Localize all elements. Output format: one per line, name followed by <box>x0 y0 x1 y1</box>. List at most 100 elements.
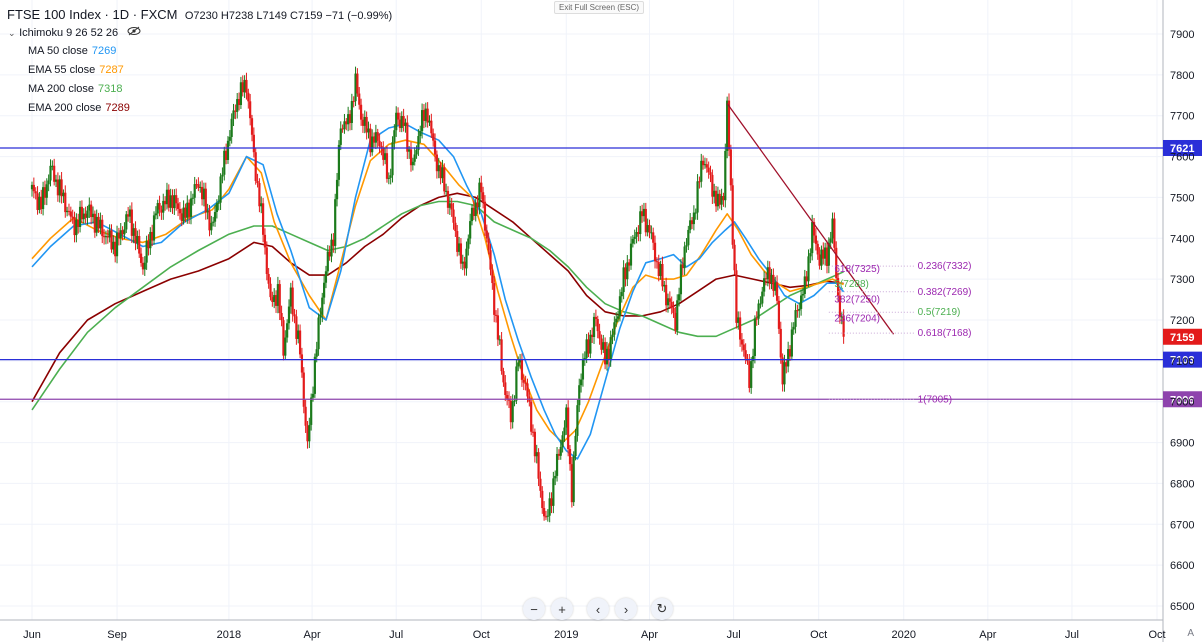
candle-body <box>642 208 646 217</box>
candle-body <box>485 230 488 239</box>
candle-body <box>711 174 714 197</box>
candle-body <box>66 210 69 213</box>
indicator-ichimoku[interactable]: ⌄ Ichimoku 9 26 52 26 <box>8 26 141 39</box>
price-axis[interactable]: 7621 7103 7006 7159 6500 6600 6700 6800 6900 7000… <box>1163 29 1202 613</box>
candle-body <box>210 222 213 231</box>
candle-body <box>134 228 137 244</box>
indicator-ema55[interactable]: EMA 55 close 7287 <box>28 64 124 76</box>
candle-body <box>193 184 196 198</box>
candle-body <box>537 452 540 479</box>
candle-body <box>67 210 71 212</box>
candle-body <box>280 312 283 321</box>
candles <box>30 66 845 523</box>
candle-body <box>391 142 394 176</box>
reset-chart-button[interactable]: ↻ <box>651 598 673 620</box>
candle-body <box>757 303 760 319</box>
candle-body <box>38 196 41 210</box>
candle-body <box>751 356 755 362</box>
zoom-out-button[interactable]: − <box>523 598 545 620</box>
candle-body <box>97 216 100 229</box>
indicator-ma50[interactable]: MA 50 close 7269 <box>28 45 116 57</box>
candle-body <box>579 379 583 386</box>
candle-body <box>798 308 801 311</box>
candle-body <box>127 214 130 217</box>
eye-hidden-icon[interactable] <box>127 26 141 39</box>
candle-body <box>807 256 810 282</box>
time-tick-label: 2019 <box>554 629 578 641</box>
candle-body <box>171 195 174 209</box>
time-axis[interactable]: Jun Sep 2018 Apr Jul Oct 2019 Apr Jul Oct 2020 Apr J… <box>23 629 1165 641</box>
candle-body <box>191 197 194 199</box>
candle-body <box>348 114 352 124</box>
candle-body <box>581 359 585 380</box>
candle-body <box>409 149 413 166</box>
candle-body <box>665 284 668 306</box>
candle-body <box>439 165 442 179</box>
candle-body <box>435 154 438 172</box>
candle-body <box>609 337 612 360</box>
candle-body <box>766 267 769 280</box>
scroll-back-button[interactable]: ‹ <box>587 598 609 620</box>
candle-body <box>247 92 250 102</box>
candle-body <box>454 222 457 232</box>
candle-body <box>563 427 566 436</box>
candle-body <box>365 116 368 133</box>
scroll-forward-button[interactable]: › <box>615 598 637 620</box>
candle-body <box>125 214 128 230</box>
indicator-value: 7287 <box>99 64 124 76</box>
chevron-down-icon[interactable]: ⌄ <box>8 28 16 38</box>
candle-body <box>615 318 618 323</box>
candle-body <box>541 490 544 508</box>
price-tick-label: 7400 <box>1170 233 1194 245</box>
candle-body <box>395 112 398 131</box>
candle-body <box>34 191 37 194</box>
candle-body <box>417 136 420 151</box>
candle-body <box>45 184 48 198</box>
time-tick-label: Jul <box>389 629 403 641</box>
time-tick-label: 2020 <box>891 629 915 641</box>
indicator-ma200[interactable]: MA 200 close 7318 <box>28 83 123 95</box>
indicator-label: Ichimoku 9 26 52 26 <box>19 27 119 39</box>
candle-body <box>565 407 568 428</box>
candle-body <box>278 284 281 313</box>
indicator-ema200[interactable]: EMA 200 close 7289 <box>28 102 130 114</box>
candle-body <box>326 251 329 272</box>
candle-body <box>51 165 54 167</box>
candle-body <box>709 172 712 175</box>
candle-body <box>602 342 605 350</box>
candle-body <box>88 204 91 211</box>
candle-body <box>450 203 453 210</box>
time-tick-label: Jul <box>727 629 741 641</box>
candle-body <box>239 82 243 105</box>
candle-body <box>829 238 832 243</box>
exit-fullscreen-button[interactable]: Exit Full Screen (ESC) <box>554 1 645 14</box>
price-tick-label: 7000 <box>1170 397 1194 409</box>
candle-body <box>149 231 152 249</box>
candle-body <box>343 121 346 130</box>
candle-body <box>835 247 838 279</box>
candle-body <box>620 292 623 297</box>
zoom-in-button[interactable]: + <box>551 598 573 620</box>
candle-body <box>47 180 50 185</box>
candle-body <box>95 216 98 233</box>
candle-body <box>250 118 254 135</box>
last-price-label: 7159 <box>1170 332 1194 344</box>
candle-body <box>552 478 555 506</box>
price-tick-label: 7500 <box>1170 192 1194 204</box>
price-tag <box>1163 139 1202 156</box>
candle-body <box>143 262 146 270</box>
auto-scale-button[interactable]: A <box>1187 628 1194 639</box>
candle-body <box>583 357 586 360</box>
candle-body <box>308 424 311 442</box>
candle-body <box>60 179 63 197</box>
symbol-title[interactable]: FTSE 100 Index · 1D · FXCM <box>7 7 178 22</box>
candle-body <box>243 79 246 93</box>
fib-level-label: 0.618(7168) <box>918 328 972 339</box>
candle-body <box>84 213 87 218</box>
candle-body <box>652 232 655 243</box>
candle-body <box>504 382 507 396</box>
candle-body <box>367 128 370 133</box>
candle-body <box>733 244 736 271</box>
candle-body <box>515 366 518 401</box>
